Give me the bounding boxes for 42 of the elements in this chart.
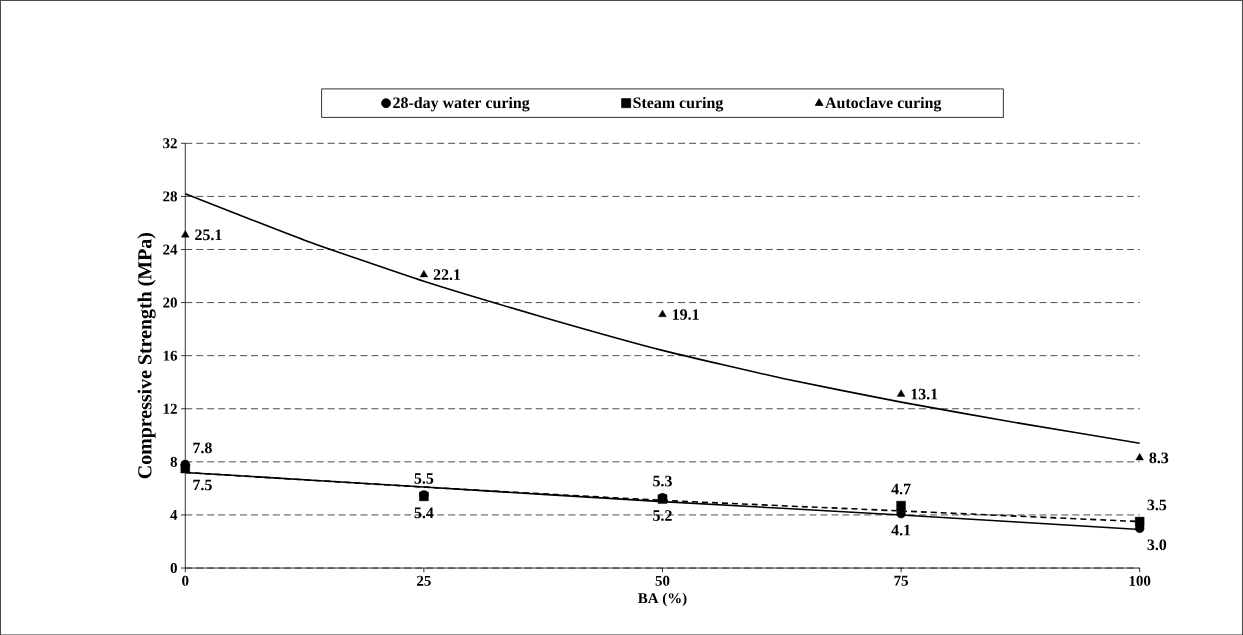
- y-tick-label: 12: [163, 403, 177, 414]
- x-axis-title: BA (%): [638, 592, 687, 607]
- point: [419, 269, 428, 277]
- data-label: 5.2: [653, 510, 672, 521]
- data-label: 5.4: [414, 507, 434, 519]
- data-label: 5.3: [653, 475, 672, 487]
- data-label: 7.5: [193, 479, 212, 491]
- y-tick-label: 28: [163, 191, 178, 202]
- y-tick-label: 8: [170, 456, 178, 467]
- y-tick-label: 16: [163, 350, 178, 361]
- y-tick-label: 24: [163, 244, 178, 255]
- data-label: 13.1: [911, 388, 938, 400]
- data-label: 25.1: [195, 229, 222, 241]
- point: [658, 309, 667, 317]
- x-tick-label: 50: [655, 575, 670, 586]
- x-tick-label: 0: [182, 575, 189, 586]
- y-tick-label: 4: [170, 509, 178, 520]
- point: [1135, 452, 1144, 461]
- point: [896, 500, 906, 511]
- data-label: 19.1: [672, 308, 699, 320]
- data-label: 7.8: [193, 442, 212, 454]
- x-tick-label: 100: [1129, 575, 1151, 586]
- data-label: 4.1: [891, 524, 911, 536]
- y-tick-label: 32: [163, 138, 177, 149]
- point: [181, 230, 190, 238]
- data-label: 8.3: [1149, 452, 1169, 464]
- data-label: 3.0: [1147, 539, 1167, 551]
- data-label: 22.1: [433, 269, 461, 280]
- y-axis-title: Compressive Strength (MPa): [137, 232, 156, 479]
- legend-label: Autoclave curing: [825, 96, 942, 112]
- data-label: 3.5: [1147, 499, 1167, 511]
- x-tick-label: 75: [894, 575, 908, 586]
- y-tick-label: 0: [170, 562, 177, 573]
- legend-label: 28-day water curing: [393, 96, 530, 112]
- point: [896, 389, 906, 397]
- x-tick-label: 25: [417, 575, 431, 586]
- y-tick-label: 20: [163, 297, 177, 308]
- data-label: 5.5: [414, 473, 434, 484]
- data-label: 4.7: [891, 483, 911, 495]
- point: [1134, 516, 1145, 527]
- point: [180, 463, 190, 473]
- legend-label: Steam curing: [633, 96, 724, 112]
